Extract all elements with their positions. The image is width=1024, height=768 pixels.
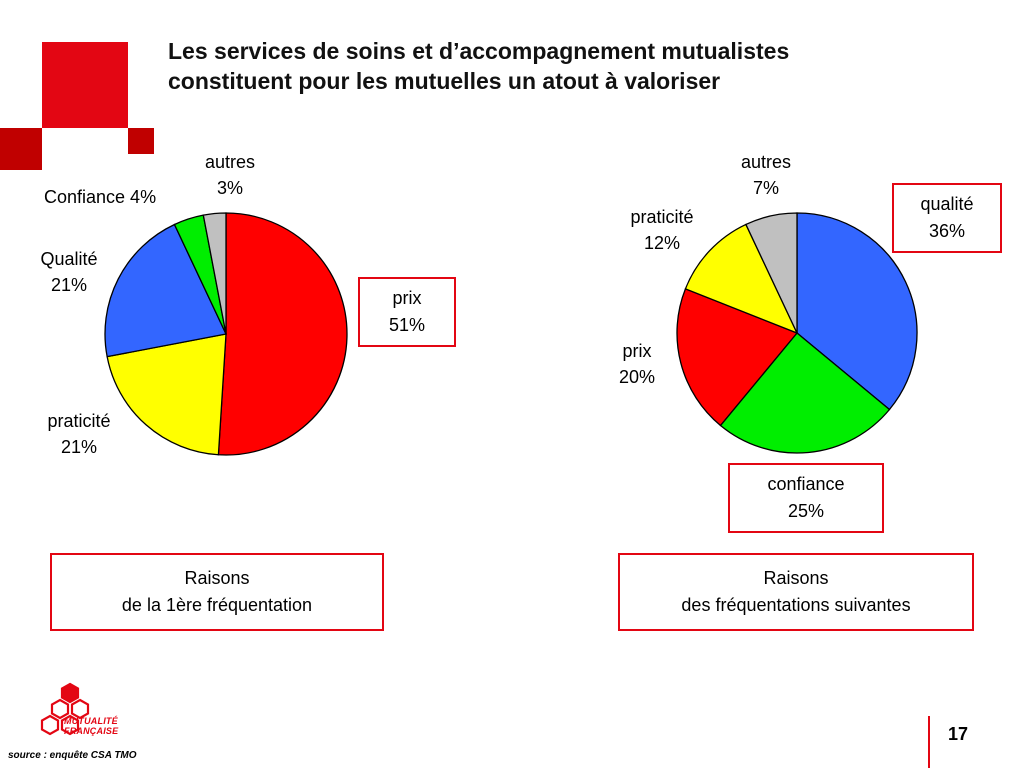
logo-text-line2: FRANÇAISE (64, 726, 119, 736)
label-praticite-left: praticité 21% (32, 408, 126, 460)
logo-text: MUTUALITÉ FRANÇAISE (64, 716, 118, 736)
title-line-1: Les services de soins et d’accompagnemen… (168, 38, 790, 64)
page-number: 17 (948, 724, 969, 744)
caption-following-visits-line2: des fréquentations suivantes (681, 595, 911, 615)
label-autres-left-pct: 3% (216, 178, 243, 198)
label-praticite-right-pct: 12% (643, 233, 681, 253)
label-confiance-right: confiance 25% (728, 463, 884, 533)
pie-slice-prix (676, 287, 799, 427)
pie-slice-autres (202, 212, 227, 335)
pie-slice-praticite (106, 333, 227, 456)
caption-following-visits: Raisons des fréquentations suivantes (618, 553, 974, 631)
source-note: source : enquête CSA TMO (8, 750, 137, 761)
label-qualite-right-name: qualité (920, 194, 974, 214)
label-confiance-right-pct: 25% (787, 501, 825, 521)
label-autres-right-pct: 7% (752, 178, 779, 198)
caption-first-visit-line1: Raisons (184, 568, 250, 588)
label-autres-right: autres 7% (726, 149, 806, 201)
page-title: Les services de soins et d’accompagnemen… (168, 36, 988, 96)
decor-square-small (128, 128, 154, 154)
label-praticite-right: praticité 12% (614, 204, 710, 256)
label-prix-right: prix 20% (604, 338, 670, 390)
label-prix-right-pct: 20% (618, 367, 656, 387)
label-praticite-right-name: praticité (630, 207, 694, 227)
label-qualite-right: qualité 36% (892, 183, 1002, 253)
page-number-divider (928, 716, 930, 768)
label-prix-left: prix 51% (358, 277, 456, 347)
decor-square-dark (0, 128, 42, 170)
pie-slice-qualite (104, 223, 227, 358)
label-prix-right-name: prix (622, 341, 652, 361)
caption-first-visit-line2: de la 1ère fréquentation (121, 595, 313, 615)
pie-chart-first-visit (104, 212, 348, 456)
logo-text-line1: MUTUALITÉ (64, 716, 118, 726)
label-qualite-left-pct: 21% (50, 275, 88, 295)
decor-square-large (42, 42, 128, 128)
label-autres-right-name: autres (740, 152, 792, 172)
label-autres-left-name: autres (204, 152, 256, 172)
label-praticite-left-pct: 21% (60, 437, 98, 457)
label-qualite-left-name: Qualité (40, 249, 98, 269)
label-confiance-right-name: confiance (767, 474, 845, 494)
pie-chart-following-visits (676, 212, 918, 454)
title-line-2: constituent pour les mutuelles un atout … (168, 68, 721, 94)
label-qualite-left: Qualité 21% (26, 246, 112, 298)
label-confiance-left: Confiance 4% (44, 187, 157, 207)
pie-slice-qualite (796, 212, 918, 411)
caption-first-visit: Raisons de la 1ère fréquentation (50, 553, 384, 631)
label-praticite-left-name: praticité (47, 411, 111, 431)
pie-slice-praticite (684, 223, 799, 335)
caption-following-visits-line1: Raisons (763, 568, 829, 588)
pie-slice-autres (745, 212, 798, 334)
label-prix-left-name: prix (392, 288, 422, 308)
label-qualite-right-pct: 36% (928, 221, 966, 241)
pie-slice-confiance (719, 332, 891, 454)
label-autres-left: autres 3% (190, 149, 270, 201)
label-prix-left-pct: 51% (388, 315, 426, 335)
pie-slice-prix (217, 212, 348, 456)
mutualite-francaise-logo (40, 682, 90, 736)
